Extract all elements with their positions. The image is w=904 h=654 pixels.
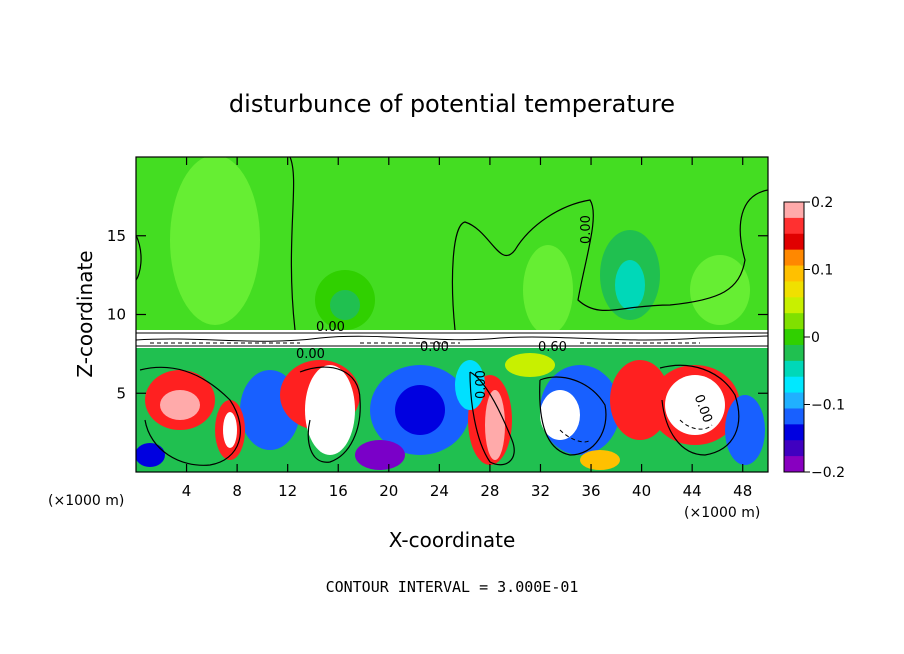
- x-tick-label: 16: [329, 482, 348, 500]
- colorbar-band: [784, 376, 804, 394]
- contour-label: 0.00: [296, 347, 325, 362]
- colorbar-ticks: 0.2 0.1 0 −0.1 −0.2: [804, 195, 845, 481]
- plot-area: [136, 157, 768, 472]
- colorbar-tick-label: 0: [811, 330, 820, 346]
- colorbar-band: [784, 329, 804, 346]
- contour-line: [659, 364, 740, 456]
- lower-patch: [223, 412, 237, 448]
- lower-patch: [485, 390, 505, 460]
- lower-patch: [160, 390, 200, 420]
- colorbar-band: [784, 249, 804, 267]
- colorbar-band: [784, 456, 804, 473]
- colorbar-band: [784, 281, 804, 298]
- lower-patch: [355, 440, 405, 470]
- x-tick-label: 32: [531, 482, 550, 500]
- chart-title: disturbunce of potential temperature: [229, 90, 675, 118]
- x-tick-label: 36: [581, 482, 600, 500]
- colorbar-band: [784, 233, 804, 251]
- x-axis: 4 8 12 16 20 24 28 32 36 40 44 48: [182, 157, 752, 500]
- colorbar-tick-label: −0.2: [811, 465, 845, 481]
- contour-line: [539, 376, 607, 456]
- upper-patch: [615, 260, 645, 310]
- contour-line-dashed: [559, 419, 713, 443]
- contour-line: [289, 157, 296, 331]
- x-tick-label: 28: [480, 482, 499, 500]
- lower-patch: [540, 390, 580, 440]
- colorbar-band: [784, 360, 804, 378]
- x-unit-label: (×1000 m): [684, 505, 760, 521]
- contour-label: 0.60: [538, 340, 567, 355]
- contour-line: [299, 366, 361, 463]
- upper-patch: [690, 255, 750, 325]
- x-tick-label: 24: [430, 482, 449, 500]
- contour-label: 0.00: [579, 215, 594, 244]
- colorbar: [784, 202, 804, 473]
- colorbar-tick-label: 0.2: [811, 195, 833, 211]
- colorbar-band: [784, 344, 804, 362]
- y-axis: 5 10 15: [107, 227, 768, 402]
- colorbar-tick-label: −0.1: [811, 398, 845, 414]
- y-tick-label: 5: [116, 384, 126, 402]
- upper-patch: [170, 157, 260, 325]
- lower-patch: [725, 395, 765, 465]
- colorbar-band: [784, 297, 804, 314]
- x-tick-label: 4: [182, 482, 192, 500]
- contour-interval-note: CONTOUR INTERVAL = 3.000E-01: [326, 578, 579, 596]
- colorbar-band: [784, 217, 804, 235]
- contour-label: 0.00: [420, 340, 449, 355]
- lower-patch: [395, 385, 445, 435]
- x-tick-label: 40: [632, 482, 651, 500]
- x-tick-label: 48: [733, 482, 752, 500]
- contour-line: [469, 371, 515, 466]
- y-tick-label: 10: [107, 306, 126, 324]
- y-unit-label: (×1000 m): [48, 493, 124, 509]
- colorbar-band: [784, 265, 804, 282]
- colorbar-band: [784, 202, 804, 219]
- x-tick-label: 12: [278, 482, 297, 500]
- colorbar-tick-label: 0.1: [811, 263, 833, 279]
- x-tick-label: 8: [232, 482, 242, 500]
- lower-patch: [505, 353, 555, 377]
- upper-patch: [330, 290, 360, 320]
- y-axis-label: Z-coordinate: [73, 250, 97, 377]
- colorbar-band: [784, 440, 804, 457]
- x-axis-label: X-coordinate: [389, 528, 516, 552]
- contour-line: [451, 189, 768, 331]
- x-tick-label: 20: [379, 482, 398, 500]
- lower-patch: [580, 450, 620, 470]
- y-tick-label: 15: [107, 227, 126, 245]
- x-tick-label: 44: [683, 482, 702, 500]
- contour-line: [136, 332, 768, 347]
- contour-line: [136, 234, 142, 281]
- colorbar-band: [784, 392, 804, 409]
- upper-patch: [523, 245, 573, 335]
- lower-patch: [136, 443, 165, 467]
- colorbar-band: [784, 424, 804, 441]
- contour-labels: 0.00 0.00 0.00 0.00 0.00 0.60 0.00: [296, 215, 715, 425]
- lower-patch: [305, 365, 355, 455]
- contour-label: 0.00: [316, 320, 345, 335]
- colorbar-band: [784, 313, 804, 330]
- contour-line: [139, 366, 241, 466]
- contour-label: 0.00: [474, 370, 489, 399]
- colorbar-band: [784, 408, 804, 425]
